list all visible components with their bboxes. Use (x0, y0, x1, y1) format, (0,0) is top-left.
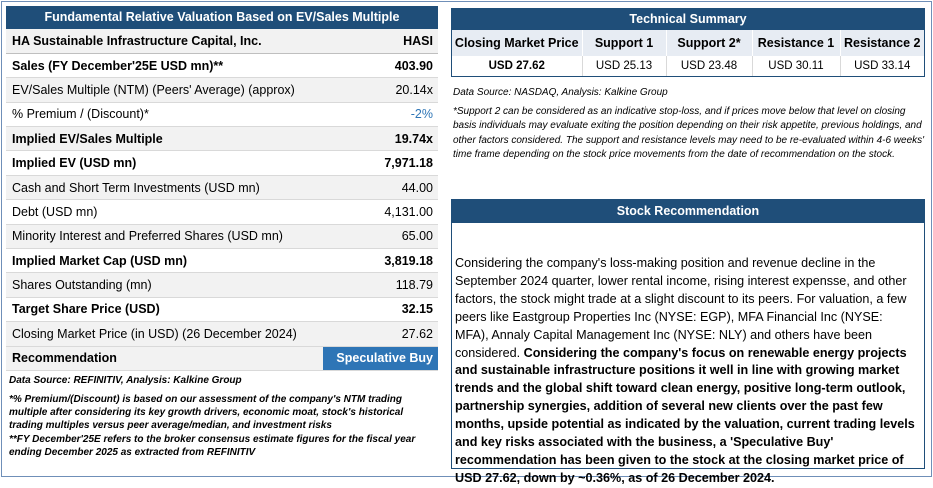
technical-data-source: Data Source: NASDAQ, Analysis: Kalkine G… (453, 87, 668, 98)
fy-footnote: **FY December'25E refers to the broker c… (9, 434, 416, 458)
table-row: Debt (USD mn) 4,131.00 (6, 199, 438, 225)
company-row: HA Sustainable Infrastructure Capital, I… (6, 29, 438, 54)
row-value: 32.15 (322, 297, 438, 323)
cell-value: USD 25.13 (582, 56, 667, 76)
row-value: 7,971.18 (322, 150, 438, 176)
row-label: % Premium / (Discount)* (6, 102, 323, 128)
col-header: Support 1 (582, 30, 667, 56)
table-row: Implied EV/Sales Multiple 19.74x (6, 126, 438, 152)
row-value: 19.74x (322, 126, 438, 152)
row-label: Cash and Short Term Investments (USD mn) (6, 175, 323, 201)
company-name: HA Sustainable Infrastructure Capital, I… (6, 29, 323, 54)
support-footnote: *Support 2 can be considered as an indic… (453, 105, 925, 161)
row-label: Implied EV (USD mn) (6, 150, 323, 176)
valuation-table: HA Sustainable Infrastructure Capital, I… (6, 29, 438, 371)
row-value: 4,131.00 (322, 199, 438, 225)
company-ticker: HASI (322, 29, 438, 54)
table-row: % Premium / (Discount)* -2% (6, 102, 438, 128)
premium-footnote: *% Premium/(Discount) is based on our as… (9, 394, 404, 431)
cell-value: USD 30.11 (752, 56, 841, 76)
col-header: Resistance 2 (840, 30, 924, 56)
technical-notes: Data Source: NASDAQ, Analysis: Kalkine G… (453, 86, 925, 163)
row-value: 118.79 (322, 272, 438, 298)
stock-recommendation-title: Stock Recommendation (452, 200, 924, 223)
row-label: Minority Interest and Preferred Shares (… (6, 224, 323, 250)
technical-summary-panel: Technical Summary Closing Market Price S… (451, 8, 925, 77)
valuation-panel: Fundamental Relative Valuation Based on … (6, 6, 438, 371)
cell-value: USD 23.48 (666, 56, 753, 76)
table-row: Implied EV (USD mn) 7,971.18 (6, 150, 438, 176)
col-header: Closing Market Price (452, 30, 583, 56)
recommendation-text: Considering the company's loss-making po… (455, 256, 907, 360)
table-row: Closing Market Price (in USD) (26 Decemb… (6, 321, 438, 347)
recommendation-conclusion: Considering the company's focus on renew… (455, 345, 915, 485)
table-row: Shares Outstanding (mn) 118.79 (6, 272, 438, 298)
row-value: -2% (322, 102, 438, 128)
row-value: 3,819.18 (322, 248, 438, 274)
table-row: Sales (FY December'25E USD mn)** 403.90 (6, 53, 438, 79)
technical-summary-title: Technical Summary (452, 9, 924, 30)
row-label: Sales (FY December'25E USD mn)** (6, 53, 323, 79)
cell-value: USD 27.62 (452, 56, 583, 76)
table-row: Target Share Price (USD) 32.15 (6, 297, 438, 323)
row-value: 27.62 (322, 321, 438, 347)
valuation-title: Fundamental Relative Valuation Based on … (6, 6, 438, 29)
row-value: 403.90 (322, 53, 438, 79)
technical-table: Closing Market Price Support 1 Support 2… (452, 30, 924, 76)
row-label: Closing Market Price (in USD) (26 Decemb… (6, 321, 323, 347)
stock-recommendation-panel: Stock Recommendation Considering the com… (451, 199, 925, 485)
row-label: Target Share Price (USD) (6, 297, 323, 323)
table-row: Minority Interest and Preferred Shares (… (6, 224, 438, 250)
cell-value: USD 33.14 (854, 60, 911, 72)
table-row: Cash and Short Term Investments (USD mn)… (6, 175, 438, 201)
table-row: Implied Market Cap (USD mn) 3,819.18 (6, 248, 438, 274)
recommendation-body: Considering the company's loss-making po… (452, 223, 924, 488)
col-header: Support 2* (666, 30, 753, 56)
recommendation-badge: Speculative Buy (322, 346, 438, 371)
valuation-data-source: Data Source: REFINITIV, Analysis: Kalkin… (9, 375, 242, 386)
recommendation-row: Recommendation Speculative Buy (6, 346, 438, 371)
row-label: EV/Sales Multiple (NTM) (Peers' Average)… (6, 77, 323, 103)
row-label: Implied Market Cap (USD mn) (6, 248, 323, 274)
row-value: 20.14x (322, 77, 438, 103)
row-label: Shares Outstanding (mn) (6, 272, 323, 298)
table-row: EV/Sales Multiple (NTM) (Peers' Average)… (6, 77, 438, 103)
page-frame (1, 1, 932, 477)
technical-header-row: Closing Market Price Support 1 Support 2… (452, 30, 924, 56)
col-header: Resistance 1 (752, 30, 841, 56)
row-label: Implied EV/Sales Multiple (6, 126, 323, 152)
recommendation-label: Recommendation (6, 346, 323, 371)
row-label: Debt (USD mn) (6, 199, 323, 225)
row-value: 44.00 (322, 175, 438, 201)
row-value: 65.00 (322, 224, 438, 250)
valuation-notes: Data Source: REFINITIV, Analysis: Kalkin… (9, 374, 435, 460)
technical-value-row: USD 27.62 USD 25.13 USD 23.48 USD 30.11 … (452, 56, 924, 76)
